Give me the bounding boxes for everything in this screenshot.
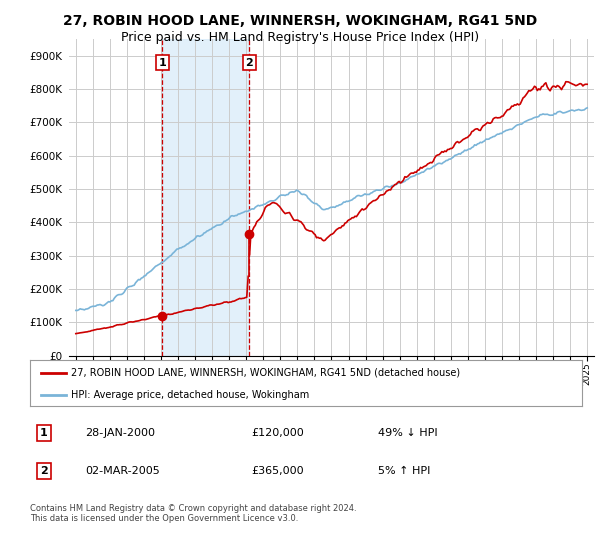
Text: 2: 2 <box>245 58 253 68</box>
Text: 28-JAN-2000: 28-JAN-2000 <box>85 428 155 438</box>
Text: £120,000: £120,000 <box>251 428 304 438</box>
Text: 27, ROBIN HOOD LANE, WINNERSH, WOKINGHAM, RG41 5ND (detached house): 27, ROBIN HOOD LANE, WINNERSH, WOKINGHAM… <box>71 368 461 378</box>
Text: 1: 1 <box>158 58 166 68</box>
Text: Contains HM Land Registry data © Crown copyright and database right 2024.
This d: Contains HM Land Registry data © Crown c… <box>30 504 356 524</box>
Bar <box>162 39 249 356</box>
Text: HPI: Average price, detached house, Wokingham: HPI: Average price, detached house, Woki… <box>71 390 310 399</box>
Text: 5% ↑ HPI: 5% ↑ HPI <box>378 466 430 477</box>
Text: £365,000: £365,000 <box>251 466 304 477</box>
Text: Price paid vs. HM Land Registry's House Price Index (HPI): Price paid vs. HM Land Registry's House … <box>121 31 479 44</box>
Text: 02-MAR-2005: 02-MAR-2005 <box>85 466 160 477</box>
Text: 2: 2 <box>40 466 47 477</box>
Text: 1: 1 <box>40 428 47 438</box>
Text: 27, ROBIN HOOD LANE, WINNERSH, WOKINGHAM, RG41 5ND: 27, ROBIN HOOD LANE, WINNERSH, WOKINGHAM… <box>63 14 537 28</box>
Text: 49% ↓ HPI: 49% ↓ HPI <box>378 428 437 438</box>
